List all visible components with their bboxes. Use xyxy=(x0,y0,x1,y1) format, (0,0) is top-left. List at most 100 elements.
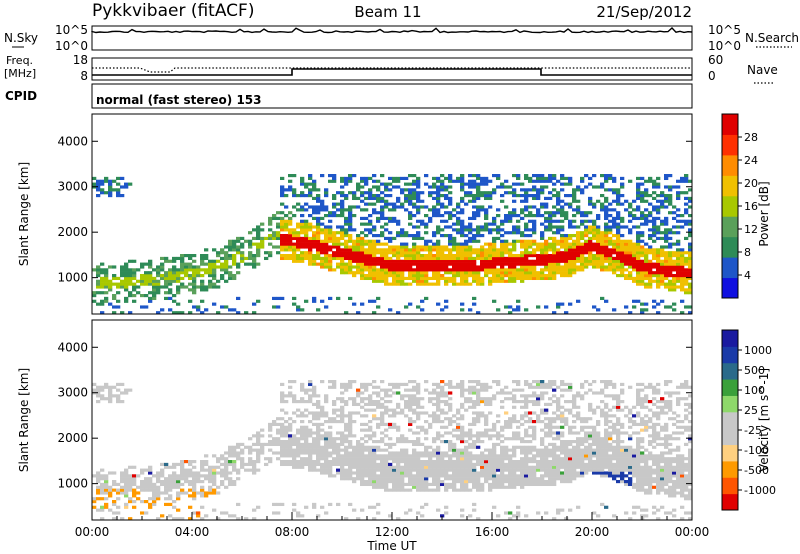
power-cell xyxy=(452,271,457,275)
velocity-cell xyxy=(496,454,501,458)
power-cell xyxy=(512,265,517,269)
power-cell xyxy=(484,194,489,198)
velocity-cell xyxy=(544,474,549,478)
velocity-cell xyxy=(156,491,161,495)
power-cell xyxy=(316,222,321,226)
velocity-cell xyxy=(456,448,461,452)
velocity-cell xyxy=(516,480,521,484)
freq-tick-bottom: 8 xyxy=(80,69,88,83)
velocity-cell xyxy=(440,388,445,392)
velocity-cell xyxy=(112,511,117,515)
velocity-cell xyxy=(148,488,153,492)
velocity-cell xyxy=(292,380,297,384)
power-cell xyxy=(320,222,325,226)
velocity-cell xyxy=(364,482,369,487)
power-cell xyxy=(676,231,681,235)
power-cell xyxy=(312,245,317,249)
power-cell xyxy=(496,231,501,235)
power-cell xyxy=(456,176,461,181)
power-cell xyxy=(456,211,461,215)
velocity-cell xyxy=(504,457,509,461)
velocity-cell xyxy=(460,425,465,429)
power-cell xyxy=(252,228,257,232)
velocity-cell xyxy=(520,388,525,392)
power-cell xyxy=(568,254,573,258)
velocity-cell xyxy=(376,422,381,427)
velocity-cell xyxy=(540,454,545,458)
power-cell xyxy=(684,251,689,255)
velocity-cell xyxy=(372,460,377,464)
power-cell xyxy=(476,276,481,281)
power-cell xyxy=(548,214,553,218)
power-cell xyxy=(672,216,677,221)
power-cell xyxy=(484,211,489,215)
power-cell xyxy=(312,234,317,238)
velocity-cell xyxy=(504,448,509,452)
velocity-cell xyxy=(380,440,385,444)
velocity-cell xyxy=(324,460,329,464)
velocity-cell xyxy=(216,460,221,464)
velocity-cell xyxy=(428,451,433,455)
velocity-cell xyxy=(340,434,345,438)
power-cell xyxy=(552,242,557,246)
velocity-cell xyxy=(308,448,313,452)
velocity-cell xyxy=(360,422,365,427)
power-cell xyxy=(604,214,609,218)
power-cell xyxy=(576,239,581,243)
power-cell xyxy=(636,256,641,261)
power-cell xyxy=(668,242,673,246)
power-cell xyxy=(452,239,457,243)
power-cell xyxy=(412,262,417,266)
velocity-cell xyxy=(96,508,101,512)
power-cell xyxy=(364,251,369,255)
velocity-cell xyxy=(424,474,429,478)
power-cell xyxy=(604,205,609,209)
power-cell xyxy=(108,265,113,269)
power-cell xyxy=(328,262,333,266)
power-cell xyxy=(444,185,449,189)
power-cell xyxy=(616,248,621,252)
power-cell xyxy=(408,174,413,178)
velocity-cell xyxy=(476,391,481,395)
power-cell xyxy=(332,245,337,249)
velocity-cell xyxy=(380,380,385,384)
power-cell xyxy=(440,265,445,269)
power-cell xyxy=(148,276,153,281)
velocity-cell xyxy=(212,508,217,512)
power-cell xyxy=(540,268,545,272)
power-cell xyxy=(588,236,593,241)
power-cell xyxy=(504,305,509,309)
power-cell xyxy=(512,214,517,218)
velocity-cell xyxy=(328,454,333,458)
velocity-cell xyxy=(284,451,289,455)
power-cell xyxy=(192,279,197,283)
velocity-cell xyxy=(376,457,381,461)
power-cell xyxy=(664,265,669,269)
power-cell xyxy=(312,182,317,186)
power-cell xyxy=(480,251,485,255)
power-cell xyxy=(620,268,625,272)
power-cell xyxy=(532,188,537,192)
power-cell xyxy=(592,265,597,269)
power-cell xyxy=(328,248,333,252)
power-cell xyxy=(224,271,229,275)
velocity-cell xyxy=(380,485,385,489)
velocity-cell xyxy=(304,462,309,467)
velocity-cell xyxy=(296,448,301,452)
cpid-strip: CPID normal (fast stereo) 153 xyxy=(5,83,693,109)
velocity-cell xyxy=(276,428,281,432)
power-cell xyxy=(664,268,669,272)
power-cell xyxy=(456,216,461,221)
velocity-cell xyxy=(484,414,489,418)
velocity-cell xyxy=(232,454,237,458)
power-cell xyxy=(116,285,121,289)
velocity-cell xyxy=(524,514,529,518)
power-cell xyxy=(636,234,641,238)
power-cell xyxy=(336,208,341,212)
velocity-cell xyxy=(528,434,533,438)
power-cell xyxy=(116,299,121,303)
velocity-cell xyxy=(380,474,385,478)
power-cell xyxy=(552,236,557,241)
velocity-cell xyxy=(196,480,201,484)
velocity-cell xyxy=(316,431,321,435)
